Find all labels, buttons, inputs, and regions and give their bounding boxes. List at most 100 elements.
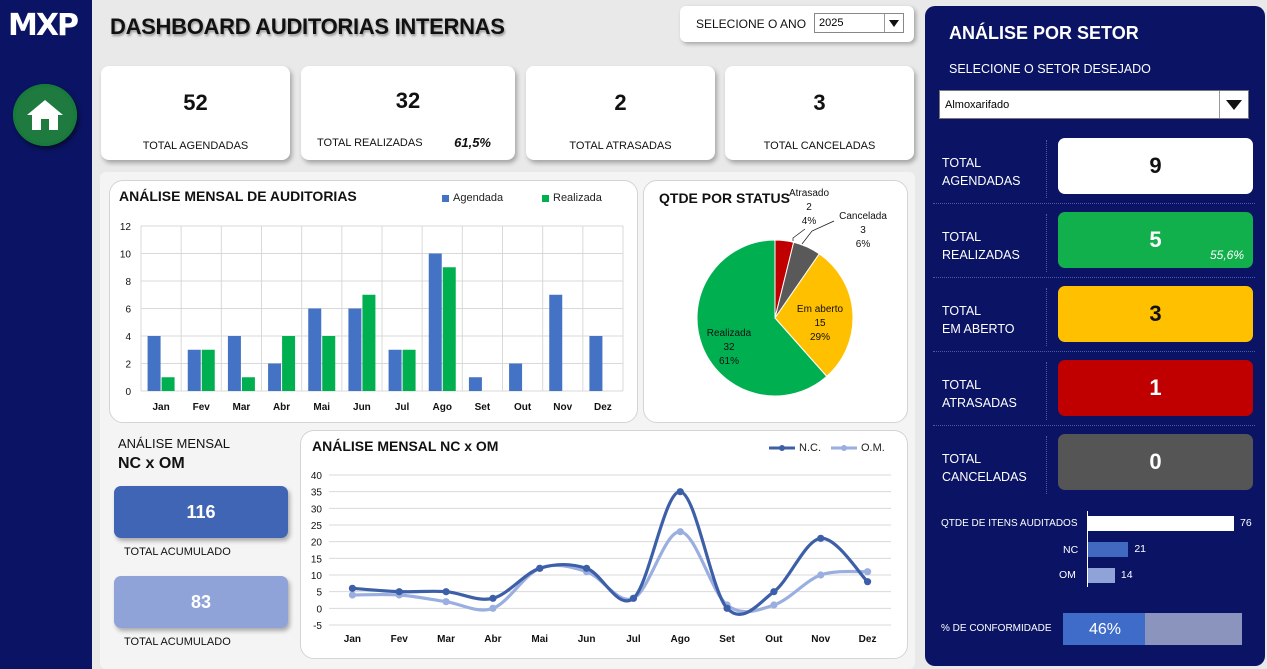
sector-row-label-line1: TOTAL [942,378,982,392]
year-dropdown[interactable]: 2025 [814,13,904,33]
legend-agendada: Agendada [442,192,503,204]
bar-agendada-jun [348,308,362,391]
sidebar: MXP [0,0,92,669]
kpi-total-agendadas: 52 TOTAL AGENDADAS [101,66,290,160]
sector-dropdown[interactable]: Almoxarifado [939,90,1249,119]
x-tick-label: Jan [152,402,169,413]
legend-om: O.M. [831,442,885,454]
sector-row-divider [1046,362,1047,420]
x-tick-label: Dez [859,634,877,645]
year-selector-box: SELECIONE O ANO 2025 [680,6,914,42]
x-tick-label: Jun [578,634,596,645]
x-tick-label: Jul [395,402,410,413]
kpi-label: TOTAL CANCELADAS [763,140,876,152]
y-tick-label: 0 [316,604,322,615]
x-tick-label: Set [475,402,491,413]
items-om-bar-value: 14 [1120,569,1133,581]
pie-label-cancelada: Cancelada 3 6% [839,211,887,250]
sector-row-label-line1: TOTAL [942,156,982,170]
sector-selected: Almoxarifado [945,98,1010,111]
bar-realizada-jan [161,377,175,391]
point-om [676,528,684,536]
x-tick-label: Nov [811,634,830,645]
x-tick-label: Set [719,634,735,645]
x-tick-label: Mai [531,634,548,645]
items-total-bar-value: 76 [1240,517,1252,529]
kpi-total-atrasadas: 2 TOTAL ATRASADAS [526,66,715,160]
pie-slice-realizada [696,239,828,397]
bar-realizada-ago [442,267,456,391]
chevron-down-icon[interactable] [884,14,903,32]
kpi-value: 52 [183,90,208,115]
sector-row-separator [933,425,1255,426]
bar-realizada-fev [201,349,215,391]
bar-chart: 0 2 4 6 8 10 12 Jan Fev Mar Abr Mai Jun Jul Ago Set Out N… [120,222,624,413]
pie-label-line: 3 [860,225,866,236]
point-nc [348,584,357,592]
pie-label-line: 4% [802,216,817,227]
leader-line [792,228,806,241]
nc-total-caption: TOTAL ACUMULADO [124,546,231,558]
sector-row-divider [1046,436,1047,494]
pie-label-line: Realizada [707,328,752,339]
sector-row-separator [933,277,1255,278]
bar-realizada-mai [322,336,336,391]
point-nc [817,534,825,542]
bar-agendada-fev [187,349,201,391]
monthly-audits-card: ANÁLISE MENSAL DE AUDITORIAS Agendada Re… [109,180,638,423]
year-label: SELECIONE O ANO [696,17,807,31]
y-tick-label: 20 [311,538,323,549]
items-nc-bar-value: 21 [1134,543,1147,555]
home-icon [27,100,63,130]
items-om-bar [1088,568,1115,583]
y-tick-label: 5 [316,588,322,599]
sector-row-label-line1: TOTAL [942,304,982,318]
legend-label: Agendada [453,192,504,204]
legend-swatch [442,194,449,202]
pie-slice-em-aberto [774,253,854,378]
kpi-total-realizadas: 32 TOTAL REALIZADAS 61,5% [301,66,515,160]
point-om [817,571,825,579]
y-tick-label: 10 [120,250,132,261]
point-nc [582,564,591,572]
bar-agendada-jul [388,349,402,391]
legend-label: N.C. [799,442,821,454]
pie-label-line: Em aberto [797,304,844,315]
items-bar-chart: 76 21 14 [1088,511,1258,587]
sector-row-label-line2: CANCELADAS [942,470,1027,484]
sector-row-value: 5 [1149,227,1162,252]
legend-nc: N.C. [769,442,821,454]
point-nc [442,588,450,596]
pie-label-line: Atrasado [789,188,829,199]
om-total-box: 83 [114,576,288,628]
sector-row-value: 1 [1149,375,1162,400]
point-om [442,598,450,606]
om-total-caption: TOTAL ACUMULADO [124,636,231,648]
point-nc [395,588,403,596]
items-nc-bar [1088,542,1129,557]
kpi-label: TOTAL REALIZADAS [317,137,423,149]
kpi-percent: 61,5% [454,135,491,150]
sector-row-label-line2: EM ABERTO [942,322,1015,336]
pie-label-line: 29% [810,332,830,343]
sector-atrasadas-box: 1 [1058,360,1253,416]
bar-agendada-out [509,363,523,391]
y-tick-label: -5 [313,621,322,632]
x-tick-label: Jun [353,402,371,413]
conformity-bar-track: 46% [1063,613,1242,645]
home-button[interactable] [13,84,77,146]
sector-row-divider [1046,214,1047,272]
bar-agendada-dez [589,336,603,391]
chevron-down-icon[interactable] [1219,91,1248,118]
sector-row-separator [933,351,1255,352]
items-axis [1087,511,1088,587]
sector-row-value: 0 [1149,449,1162,474]
sector-agendadas-box: 9 [1058,138,1253,194]
x-tick-label: Nov [553,402,572,413]
sector-row-label-line2: AGENDADAS [942,174,1021,188]
bar-realizada-abr [282,336,296,391]
y-tick-label: 15 [311,554,323,565]
sector-realizadas-box: 5 55,6% [1058,212,1253,268]
sector-row-label: TOTAL REALIZADAS [942,228,1020,264]
conformity-bar-fill [1063,613,1146,645]
